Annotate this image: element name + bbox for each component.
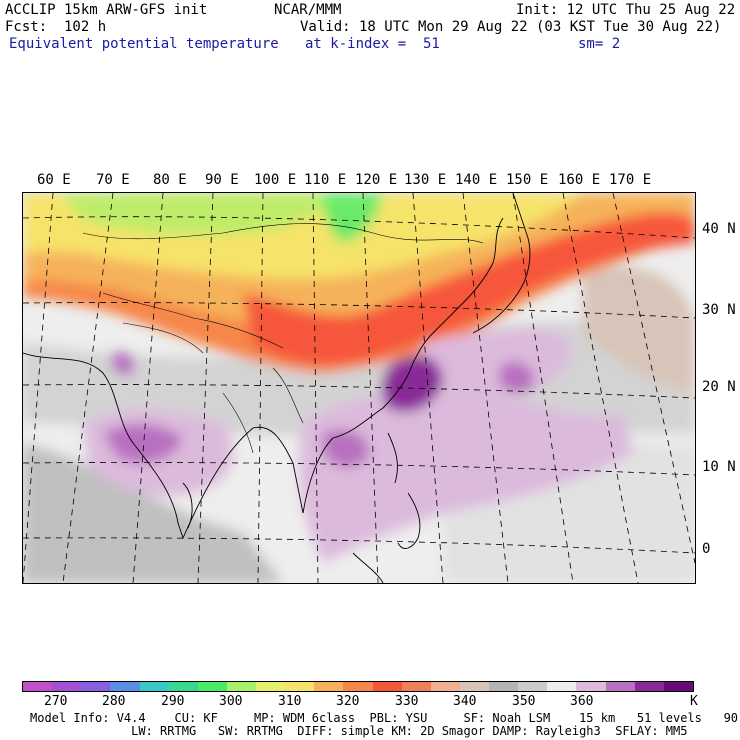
lon-label: 70 E [96,172,130,188]
lat-label: 30 N [702,302,736,318]
meridian [562,193,639,583]
coastlines [23,193,531,583]
colorbar-label: 340 [453,694,477,709]
lat-label: 10 N [702,459,736,475]
colorbar-swatch [663,682,693,691]
colorbar-swatch [489,682,519,691]
colorbar-label: 300 [219,694,243,709]
colorbar-swatch [23,682,53,691]
forecast-hour: Fcst: 102 h [5,19,107,35]
colorbar-swatch [459,682,489,691]
colorbar-swatch [518,682,548,691]
lon-label: 60 E [37,172,71,188]
colorbar-label: 270 [44,694,68,709]
colorbar-swatch [547,682,577,691]
colorbar-label: 290 [161,694,185,709]
graticule [23,193,695,583]
lat-label: 0 [702,541,711,557]
field-name: Equivalent potential temperature [9,36,279,52]
colorbar-swatch [401,682,431,691]
coastline-borneo [352,552,384,583]
colorbar-swatch [81,682,111,691]
colorbar-swatch [168,682,198,691]
lon-label: 160 E [558,172,601,188]
model-info-line2: LW: RRTMG SW: RRTMG DIFF: simple KM: 2D … [30,724,688,738]
coastline-korea [462,217,504,304]
colorbar-swatch [343,682,373,691]
colorbar-label: 350 [512,694,536,709]
run-title: ACCLIP 15km ARW-GFS init [5,2,208,18]
lon-label: 100 E [254,172,297,188]
theta-e-field [23,193,695,583]
lat-label: 20 N [702,379,736,395]
colorbar-swatch [314,682,344,691]
level-label: at k-index = 51 [305,36,440,52]
lon-label: 120 E [355,172,398,188]
lon-label: 130 E [404,172,447,188]
parallel-40n [23,216,695,239]
lat-label: 40 N [702,221,736,237]
coastline-srilanka [182,482,193,529]
colorbar-swatch [634,682,664,691]
colorbar-label: 320 [336,694,360,709]
parallel-10n [23,462,695,476]
coastline-taiwan [387,432,398,484]
lon-label: 110 E [304,172,347,188]
map-canvas [23,193,695,583]
lon-label: 80 E [153,172,187,188]
colorbar-swatch [226,682,256,691]
colorbar-swatch [285,682,315,691]
parallel-equator [23,537,695,554]
colorbar-swatch [372,682,402,691]
smoothing-label: sm= 2 [578,36,621,52]
lon-label: 90 E [205,172,239,188]
lon-label: 150 E [506,172,549,188]
colorbar-swatch [110,682,140,691]
colorbar-unit: K [690,694,698,709]
colorbar-label: 280 [102,694,126,709]
colorbar [22,681,694,692]
lon-label: 170 E [609,172,652,188]
map-panel [22,192,696,584]
parallel-30n [23,302,695,319]
model-info-line1: Model Info: V4.4 CU: KF MP: WDM 6class P… [30,711,740,725]
coastline-asia [23,302,464,540]
coastline-japan [472,193,531,334]
org-label: NCAR/MMM [274,2,342,18]
colorbar-label: 310 [278,694,302,709]
valid-time: Valid: 18 UTC Mon 29 Aug 22 (03 KST Tue … [300,19,722,35]
colorbar-swatch [430,682,460,691]
parallel-20n [23,384,695,399]
coastline-philippines [397,492,421,549]
colorbar-label: 330 [395,694,419,709]
lon-label: 140 E [455,172,498,188]
colorbar-swatch [605,682,635,691]
colorbar-swatch [139,682,169,691]
colorbar-swatch [576,682,606,691]
political-borders [82,223,484,454]
colorbar-swatch [52,682,82,691]
colorbar-swatch [197,682,227,691]
colorbar-label: 360 [570,694,594,709]
meridian [612,193,695,564]
init-time: Init: 12 UTC Thu 25 Aug 22 [516,2,736,18]
colorbar-swatch [256,682,286,691]
